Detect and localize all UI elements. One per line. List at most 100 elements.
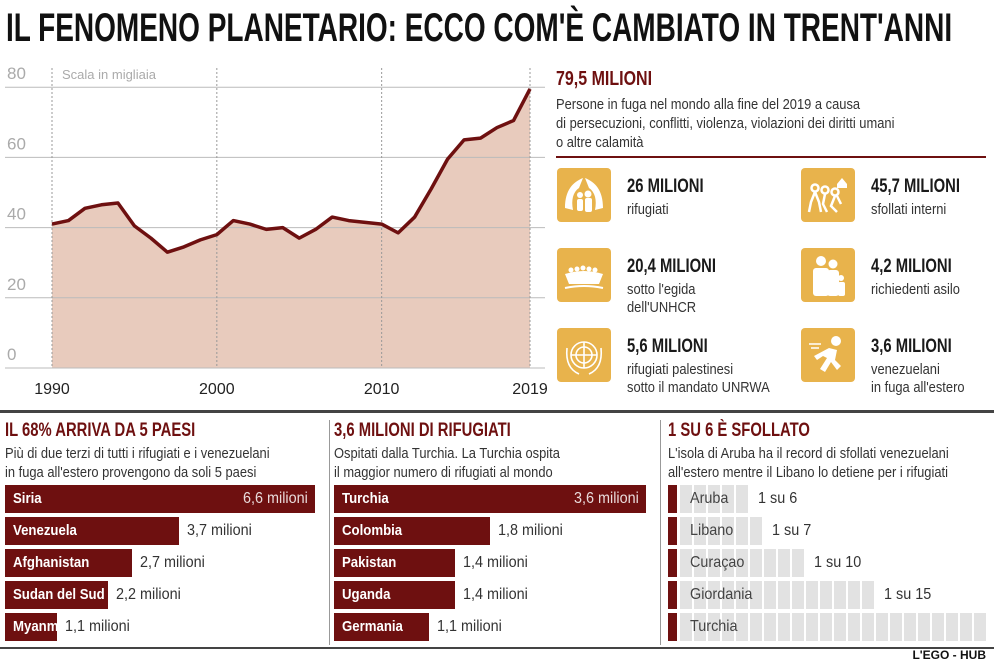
stat-label: sotto l'egida <box>627 281 696 298</box>
ratio-segment <box>722 485 734 513</box>
ratio-segment <box>680 613 692 641</box>
bar <box>5 613 57 641</box>
ratio-segment <box>792 613 804 641</box>
ratio-segment <box>680 581 692 609</box>
bar-label: Turchia <box>342 490 389 507</box>
stat-label: sotto il mandato UNRWA <box>627 379 770 396</box>
ratio-segment <box>736 581 748 609</box>
ratio-segment <box>792 581 804 609</box>
ratio-segment <box>722 613 734 641</box>
y-tick-label: 80 <box>7 64 26 83</box>
ratio-segment <box>736 613 748 641</box>
bar-label: Uganda <box>342 586 391 603</box>
row-label: Libano <box>690 522 734 539</box>
ratio-segment <box>750 549 762 577</box>
row-value: 1 su 10 <box>814 554 862 571</box>
page-title: IL FENOMENO PLANETARIO: ECCO COM'È CAMBI… <box>6 6 953 50</box>
section-subtitle: il maggior numero di rifugiati al mondo <box>334 464 553 481</box>
ratio-segment <box>708 517 720 545</box>
stat-value: 26 MILIONI <box>627 176 704 197</box>
stat-value: 4,2 MILIONI <box>871 256 952 277</box>
bar-label: Colombia <box>342 522 403 539</box>
bar-value: 1,8 milioni <box>498 522 563 539</box>
ratio-segment <box>694 581 706 609</box>
stat-label: rifugiati palestinesi <box>627 361 734 378</box>
bar-label: Afghanistan <box>13 554 90 571</box>
stat-label: richiedenti asilo <box>871 281 960 298</box>
x-tick-label: 2010 <box>364 381 400 398</box>
section-subtitle: L'isola di Aruba ha il record di sfollat… <box>668 445 949 462</box>
ratio-segment <box>778 581 790 609</box>
ratio-segment <box>960 613 972 641</box>
ratio-segment <box>708 613 720 641</box>
ratio-segment <box>806 581 818 609</box>
stat-value: 3,6 MILIONI <box>871 336 952 357</box>
section-subtitle: Più di due terzi di tutti i rifugiati e … <box>5 445 270 462</box>
summary-line: o altre calamità <box>556 134 644 151</box>
ratio-segment <box>736 485 748 513</box>
bar-value: 1,1 milioni <box>64 618 130 635</box>
ratio-segment-highlight <box>668 549 677 577</box>
stat-label: venezuelani <box>871 361 940 378</box>
ratio-segment <box>848 581 860 609</box>
row-label: Giordania <box>690 586 753 603</box>
divider <box>0 410 994 413</box>
un-emblem-icon <box>557 328 611 382</box>
x-tick-label: 1990 <box>34 381 70 398</box>
ratio-segment <box>820 613 832 641</box>
stat-label: in fuga all'estero <box>871 379 965 396</box>
data-line <box>51 88 532 254</box>
row-label: Turchia <box>690 618 738 635</box>
bar-label: Siria <box>13 490 42 507</box>
bar-label: Venezuela <box>13 522 77 539</box>
bar-value: 1,4 milioni <box>463 586 529 603</box>
stat-label: sfollati interni <box>871 201 947 218</box>
bar-value: 3,7 milioni <box>186 522 252 539</box>
section-title: IL 68% ARRIVA DA 5 PAESI <box>5 420 196 441</box>
row-label: Curaçao <box>690 554 745 571</box>
row-value: 1 su 6 <box>758 490 798 507</box>
ratio-segment <box>862 581 874 609</box>
section-title: 1 SU 6 È SFOLLATO <box>668 420 810 441</box>
sheltering-hands-icon <box>557 168 611 222</box>
bar <box>334 613 430 641</box>
running-person-icon <box>801 328 855 382</box>
ratio-segment <box>834 581 846 609</box>
ratio-segment-highlight <box>668 613 677 641</box>
ratio-segment <box>694 517 706 545</box>
y-tick-label: 60 <box>7 134 26 153</box>
area-fill <box>52 88 530 368</box>
ratio-segment <box>876 613 888 641</box>
bar-value: 6,6 milioni <box>243 490 308 507</box>
ratio-segment <box>680 517 692 545</box>
bar-value: 3,6 milioni <box>574 490 639 507</box>
ratio-segment <box>764 613 776 641</box>
divider <box>329 420 330 645</box>
stat-label: rifugiati <box>627 201 669 218</box>
ratio-segment-highlight <box>668 581 677 609</box>
stat-value: 20,4 MILIONI <box>627 256 716 277</box>
ratio-segment <box>764 549 776 577</box>
divider <box>660 420 661 645</box>
ratio-segment <box>974 613 986 641</box>
ratio-segment-highlight <box>668 517 677 545</box>
ratio-segment <box>722 581 734 609</box>
bar-value: 2,7 milioni <box>139 554 205 571</box>
summary-line: Persone in fuga nel mondo alla fine del … <box>556 96 861 113</box>
section-subtitle: in fuga all'estero provengono da soli 5 … <box>5 464 257 481</box>
bar <box>334 485 646 513</box>
displaced-people-icon <box>801 168 855 222</box>
bar <box>334 517 490 545</box>
ratio-segment <box>946 613 958 641</box>
line-area-chart: 0 20 40 60 80 1990 2000 2010 2019 Scala in miglia… <box>5 64 548 398</box>
ratio-segment <box>778 549 790 577</box>
ratio-segment <box>708 549 720 577</box>
bar <box>5 581 109 609</box>
family-icon <box>801 248 855 302</box>
ratio-segment <box>680 549 692 577</box>
credit: L'EGO - HUB <box>912 648 986 662</box>
bar <box>5 517 179 545</box>
ratio-segment <box>736 549 748 577</box>
bar <box>334 549 456 577</box>
section-subtitle: Ospitati dalla Turchia. La Turchia ospit… <box>334 445 560 462</box>
